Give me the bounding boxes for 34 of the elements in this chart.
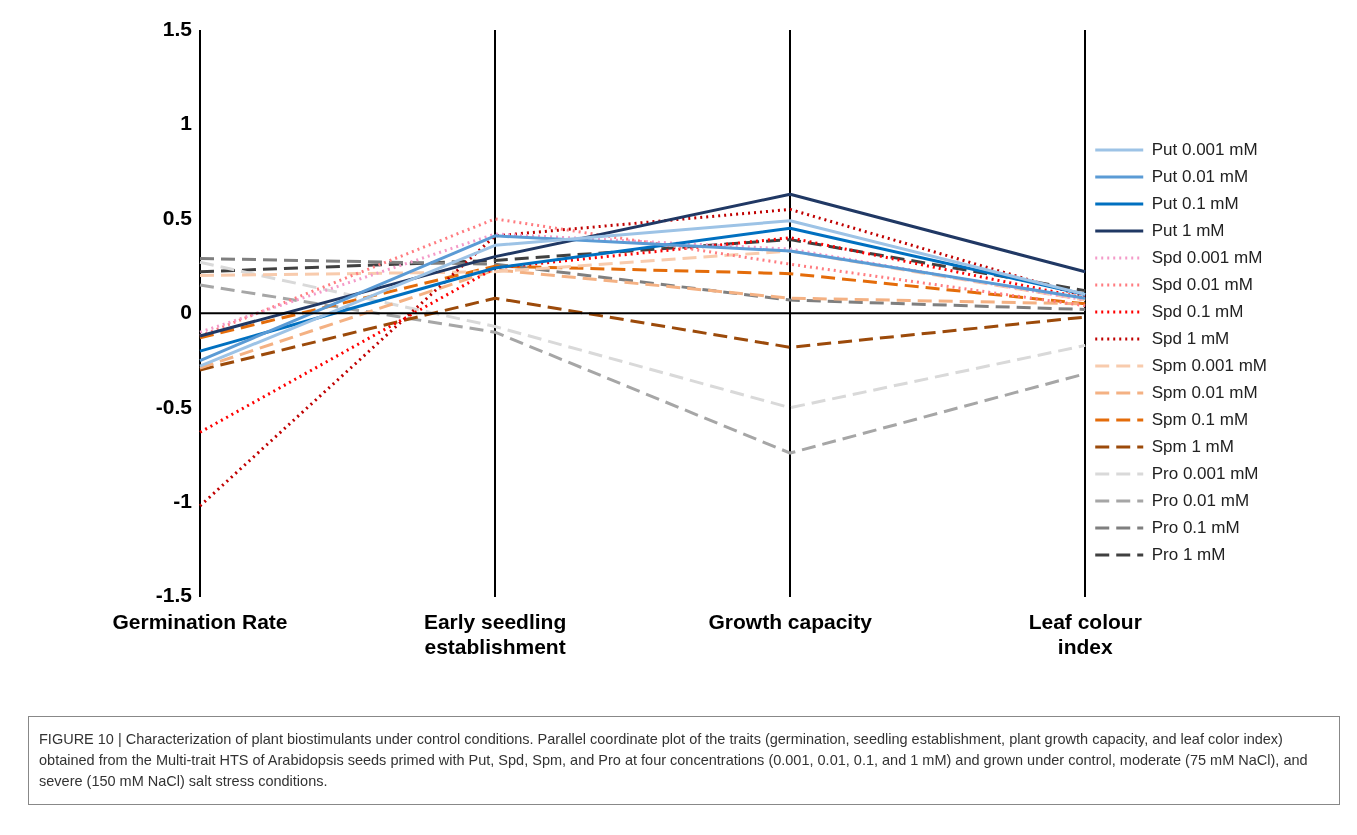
line-series bbox=[198, 260, 1087, 410]
legend-label: Pro 0.001 mM bbox=[1151, 463, 1259, 483]
x-tick-label: Leaf colour index bbox=[1028, 610, 1142, 659]
y-tick-label: 1 bbox=[180, 111, 193, 135]
legend-label: Put 0.1 mM bbox=[1151, 193, 1239, 213]
legend-label: Spd 0.01 mM bbox=[1151, 274, 1253, 294]
legend-label: Spd 0.001 mM bbox=[1151, 247, 1263, 267]
legend-label: Spd 1 mM bbox=[1151, 328, 1230, 348]
line-series bbox=[198, 257, 1087, 312]
y-tick-label: -0.5 bbox=[155, 394, 193, 418]
legend-label: Spm 0.1 mM bbox=[1151, 409, 1249, 429]
x-tick-label: Growth capacity bbox=[708, 610, 873, 633]
legend-label: Pro 0.01 mM bbox=[1151, 490, 1250, 510]
legend-label: Pro 0.1 mM bbox=[1151, 517, 1240, 537]
legend-label: Put 0.01 mM bbox=[1151, 166, 1249, 186]
legend-label: Spd 0.1 mM bbox=[1151, 301, 1244, 321]
line-series bbox=[198, 249, 1087, 302]
y-tick-label: -1.5 bbox=[155, 583, 193, 607]
line-series bbox=[198, 207, 1087, 508]
y-tick-label: 0 bbox=[180, 300, 192, 324]
caption: FIGURE 10 | Characterization of plant biostimulants under control conditions. Parallel coordinate plot of the traits (germination, seedling establishment, plant growth capacity, and leaf color index) obtained from the Multi-trait HTS of Arabidopsis seeds primed with Put, Spd, Spm, and Pro at four concentrations (0.001, 0.01, 0.1, and 1 mM) and grown under control, moderate (75 mM NaCl), and severe (150 mM NaCl) salt stress conditions. bbox=[39, 730, 1309, 792]
x-tick-label: Early seedling establishment bbox=[423, 610, 567, 659]
legend-label: Put 0.001 mM bbox=[1151, 139, 1258, 159]
legend-label: Put 1 mM bbox=[1151, 220, 1225, 240]
legend-label: Pro 1 mM bbox=[1151, 544, 1226, 564]
line-series bbox=[198, 238, 1087, 293]
legend-label: Spm 0.001 mM bbox=[1151, 355, 1267, 375]
y-tick-label: 1.5 bbox=[162, 16, 193, 40]
legend-label: Spm 0.01 mM bbox=[1151, 382, 1258, 402]
y-tick-label: -1 bbox=[173, 488, 193, 512]
y-tick-label: 0.5 bbox=[162, 205, 193, 229]
x-tick-label: Germination Rate bbox=[112, 610, 288, 633]
line-series bbox=[198, 264, 1087, 340]
legend-label: Spm 1 mM bbox=[1151, 436, 1234, 456]
